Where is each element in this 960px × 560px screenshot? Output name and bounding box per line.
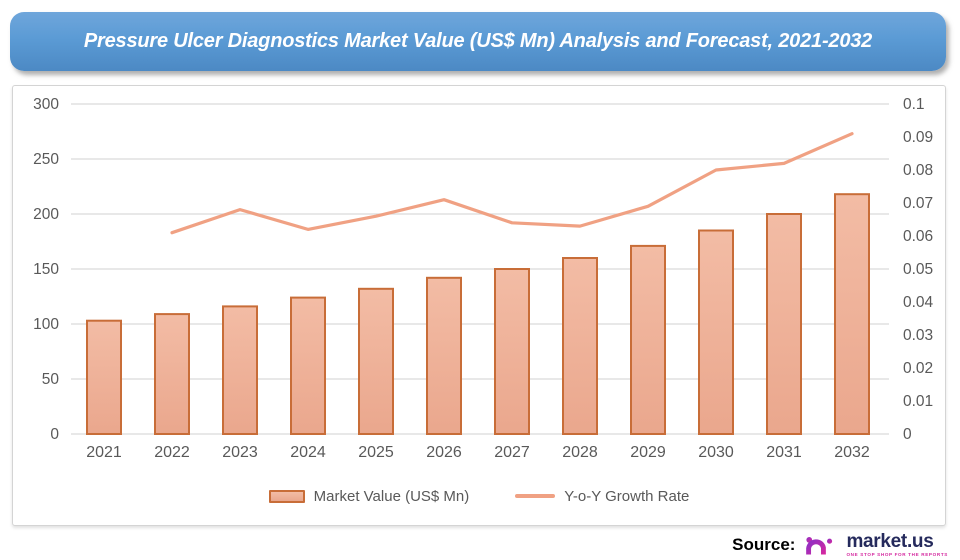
x-axis-label-2026: 2026 xyxy=(426,444,462,461)
right-axis-tick: 0.07 xyxy=(903,195,933,212)
combo-chart: 300 250 200 150 100 50 0 0.1 0.09 0.08 0.07 0.06 0.0… xyxy=(33,96,934,461)
bar-2032 xyxy=(834,193,870,435)
left-axis-tick: 300 xyxy=(33,96,59,113)
x-axis-label-2021: 2021 xyxy=(86,444,122,461)
legend-label-growth-rate: Y-o-Y Growth Rate xyxy=(564,487,690,505)
right-axis-tick: 0.05 xyxy=(903,261,933,278)
brand-name: market.us xyxy=(846,531,934,553)
bar-2031 xyxy=(766,213,802,435)
bar-2026 xyxy=(426,276,462,435)
x-axis-label-2027: 2027 xyxy=(494,444,530,461)
bar-2029 xyxy=(630,244,666,435)
x-axis-label-2032: 2032 xyxy=(834,444,870,461)
bar-2022 xyxy=(154,313,190,436)
right-axis-tick: 0.06 xyxy=(903,228,933,245)
brand-tagline: ONE STOP SHOP FOR THE REPORTS xyxy=(846,551,948,557)
right-axis-tick: 0.01 xyxy=(903,393,933,410)
left-axis-tick: 100 xyxy=(33,316,59,333)
right-axis-tick: 0.09 xyxy=(903,129,933,146)
x-axis-label-2031: 2031 xyxy=(766,444,802,461)
bar-2023 xyxy=(222,305,258,435)
bar-2027 xyxy=(494,268,530,435)
left-axis-tick: 150 xyxy=(33,261,59,278)
x-axis-label-2029: 2029 xyxy=(630,444,666,461)
chart-title: Pressure Ulcer Diagnostics Market Value … xyxy=(83,30,873,52)
bar-2024 xyxy=(290,296,326,435)
growth-rate-line xyxy=(170,132,854,235)
chart-area: 300 250 200 150 100 50 0 0.1 0.09 0.08 0.07 0.06 0.0… xyxy=(12,85,946,526)
legend-label-market-value: Market Value (US$ Mn) xyxy=(313,487,470,505)
left-axis-tick: 50 xyxy=(42,371,60,388)
bar-2021 xyxy=(86,319,122,435)
legend-item-growth-rate: Y-o-Y Growth Rate xyxy=(515,488,689,505)
chart-legend: Market Value (US$ Mn) Y-o-Y Growth Rate xyxy=(13,480,945,512)
x-axis-label-2025: 2025 xyxy=(358,444,394,461)
source-label: Source: xyxy=(732,535,796,554)
right-axis-tick: 0.03 xyxy=(903,327,933,344)
x-axis-label-2030: 2030 xyxy=(698,444,734,461)
line-series-swatch xyxy=(515,494,556,498)
source-attribution: Source: market.us ONE STOP SHOP FOR THE … xyxy=(732,531,948,559)
right-axis-tick: 0.04 xyxy=(903,294,934,311)
left-axis-tick: 0 xyxy=(50,426,59,443)
right-axis-tick: 0.08 xyxy=(903,162,933,179)
right-axis-tick: 0 xyxy=(903,426,912,443)
bar-2028 xyxy=(562,257,598,435)
right-axis-tick: 0.02 xyxy=(903,360,933,377)
x-axis-label-2028: 2028 xyxy=(562,444,598,461)
left-axis-tick: 250 xyxy=(33,151,59,168)
marketus-logo: market.us ONE STOP SHOP FOR THE REPORTS xyxy=(805,531,948,559)
left-axis-tick: 200 xyxy=(33,206,59,223)
x-axis-label-2024: 2024 xyxy=(290,444,326,461)
legend-item-market-value: Market Value (US$ Mn) xyxy=(268,487,470,505)
bar-2030 xyxy=(698,229,734,435)
title-banner: Pressure Ulcer Diagnostics Market Value … xyxy=(10,12,946,71)
bar-series-swatch xyxy=(268,489,305,503)
x-axis-label-2022: 2022 xyxy=(154,444,190,461)
x-axis-label-2023: 2023 xyxy=(222,444,258,461)
right-axis-tick: 0.1 xyxy=(903,96,925,113)
marketus-logo-icon xyxy=(806,536,840,555)
bar-2025 xyxy=(358,287,394,435)
